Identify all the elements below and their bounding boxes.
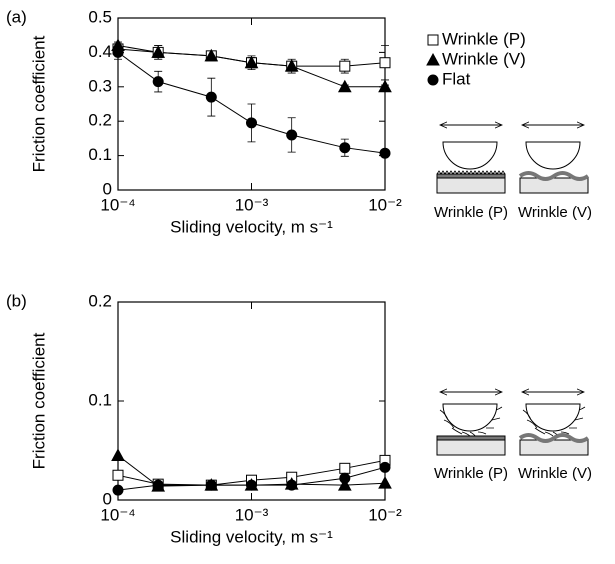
marker — [427, 74, 439, 86]
diagram-b — [436, 392, 590, 456]
marker — [111, 448, 125, 461]
x-tick-label: 10⁻² — [368, 505, 402, 524]
y-tick-label: 0.1 — [88, 390, 112, 409]
y-axis-label: Friction coefficient — [29, 35, 48, 172]
x-axis-label: Sliding velocity, m s⁻¹ — [170, 527, 333, 546]
y-tick-label: 0.5 — [88, 7, 112, 26]
y-tick-label: 0.2 — [88, 111, 112, 130]
marker — [204, 48, 219, 62]
marker — [286, 129, 298, 141]
panel-label: (b) — [6, 291, 27, 310]
marker — [378, 476, 392, 489]
x-tick-label: 10⁻⁴ — [100, 505, 135, 524]
marker — [339, 60, 351, 72]
marker — [286, 479, 298, 491]
marker — [246, 479, 257, 491]
marker — [152, 479, 164, 491]
marker — [426, 52, 440, 66]
diagram-label: Wrinkle (V) — [518, 204, 592, 221]
marker — [244, 55, 259, 69]
diagram-label: Wrinkle (P) — [434, 465, 508, 482]
marker — [339, 462, 351, 474]
marker — [112, 46, 124, 58]
diagram-label: Wrinkle (V) — [518, 465, 592, 482]
y-tick-label: 0.1 — [88, 145, 112, 164]
marker — [339, 142, 351, 154]
y-tick-label: 0.2 — [88, 291, 112, 310]
marker — [379, 461, 391, 473]
y-tick-label: 0.4 — [88, 42, 112, 61]
y-tick-label: 0 — [103, 489, 112, 508]
marker — [337, 478, 352, 491]
y-axis-label: Friction coefficient — [29, 332, 48, 469]
legend-label: Flat — [442, 69, 471, 88]
marker — [379, 147, 391, 159]
x-tick-label: 10⁻³ — [235, 195, 269, 214]
marker — [151, 45, 166, 58]
marker — [378, 79, 392, 93]
marker — [152, 76, 164, 88]
marker — [284, 59, 299, 72]
x-tick-label: 10⁻² — [368, 195, 402, 214]
marker — [427, 34, 439, 46]
marker — [337, 79, 352, 93]
diagram-label: Wrinkle (P) — [434, 204, 508, 221]
diagram-a — [436, 125, 590, 194]
x-axis-label: Sliding velocity, m s⁻¹ — [170, 217, 333, 236]
x-tick-label: 10⁻³ — [235, 505, 269, 524]
marker — [379, 57, 391, 69]
x-tick-label: 10⁻⁴ — [100, 195, 135, 214]
y-tick-label: 0.3 — [88, 76, 112, 95]
marker — [112, 484, 124, 496]
marker — [112, 469, 124, 481]
legend-label: Wrinkle (V) — [442, 49, 526, 68]
legend-label: Wrinkle (P) — [442, 29, 526, 48]
marker — [339, 472, 351, 484]
marker — [246, 117, 257, 129]
panel-label: (a) — [6, 7, 27, 26]
y-tick-label: 0 — [103, 179, 112, 198]
marker — [205, 479, 217, 491]
marker — [205, 91, 217, 103]
